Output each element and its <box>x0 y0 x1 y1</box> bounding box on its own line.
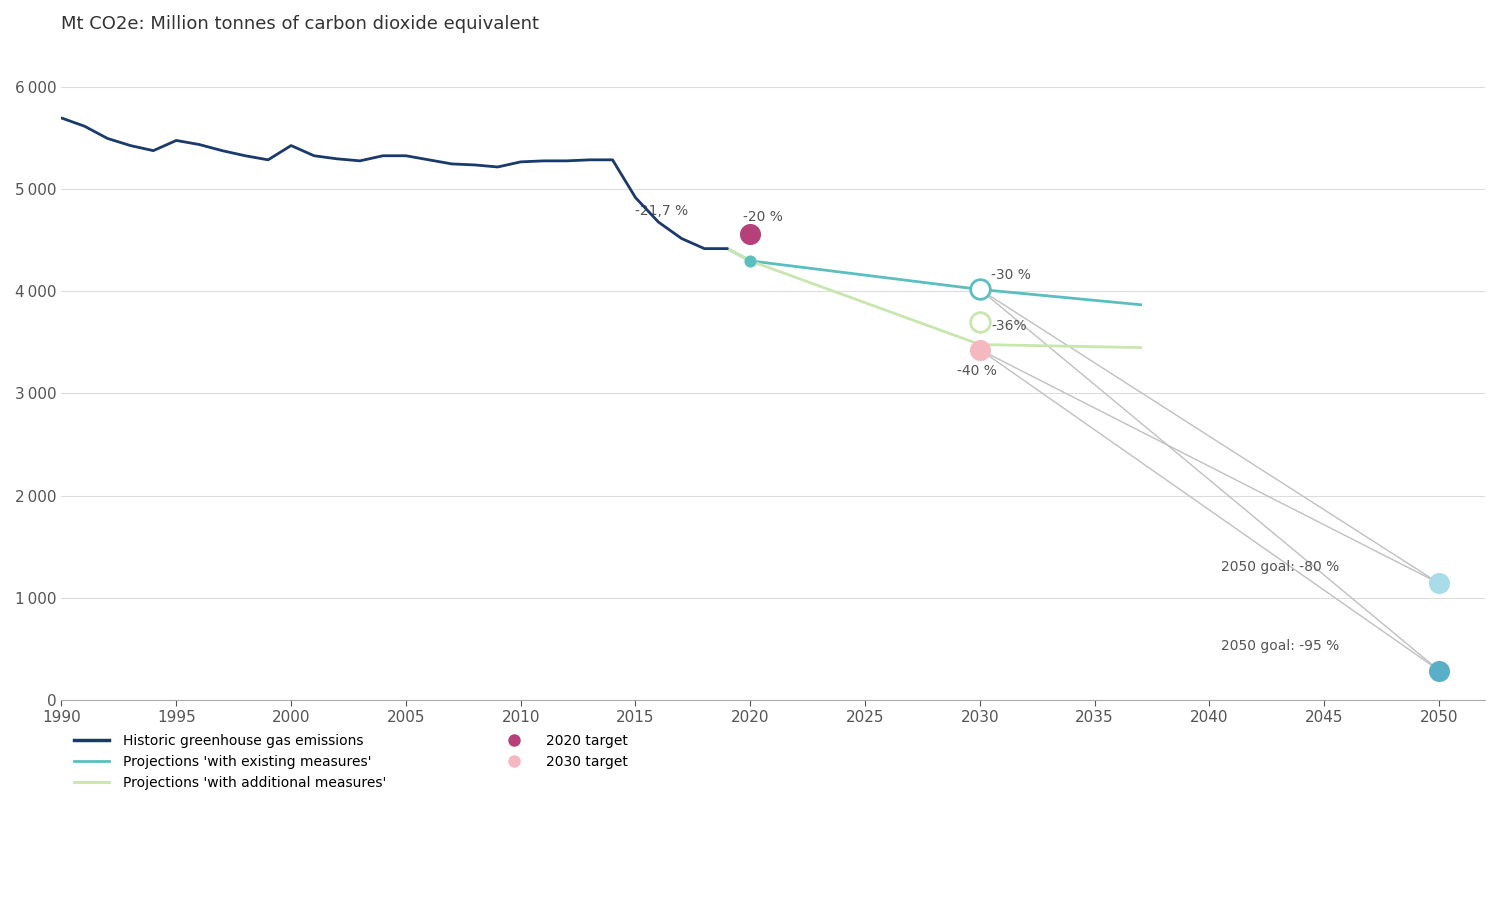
Text: -30 %: -30 % <box>992 268 1030 282</box>
Text: 2050 goal: -95 %: 2050 goal: -95 % <box>1221 640 1340 653</box>
Text: -21,7 %: -21,7 % <box>636 204 688 218</box>
Text: 2050 goal: -80 %: 2050 goal: -80 % <box>1221 560 1340 574</box>
Text: -36%: -36% <box>992 319 1028 333</box>
Text: Mt CO2e: Million tonnes of carbon dioxide equivalent: Mt CO2e: Million tonnes of carbon dioxid… <box>62 15 540 33</box>
Point <box>738 227 762 241</box>
Text: -20 %: -20 % <box>744 210 783 224</box>
Text: -40 %: -40 % <box>957 364 998 378</box>
Point <box>738 253 762 268</box>
Point <box>968 282 992 297</box>
Legend: Historic greenhouse gas emissions, Projections 'with existing measures', Project: Historic greenhouse gas emissions, Proje… <box>69 729 633 795</box>
Point <box>1426 663 1450 678</box>
Point <box>968 343 992 357</box>
Point <box>1426 576 1450 590</box>
Point <box>968 315 992 330</box>
